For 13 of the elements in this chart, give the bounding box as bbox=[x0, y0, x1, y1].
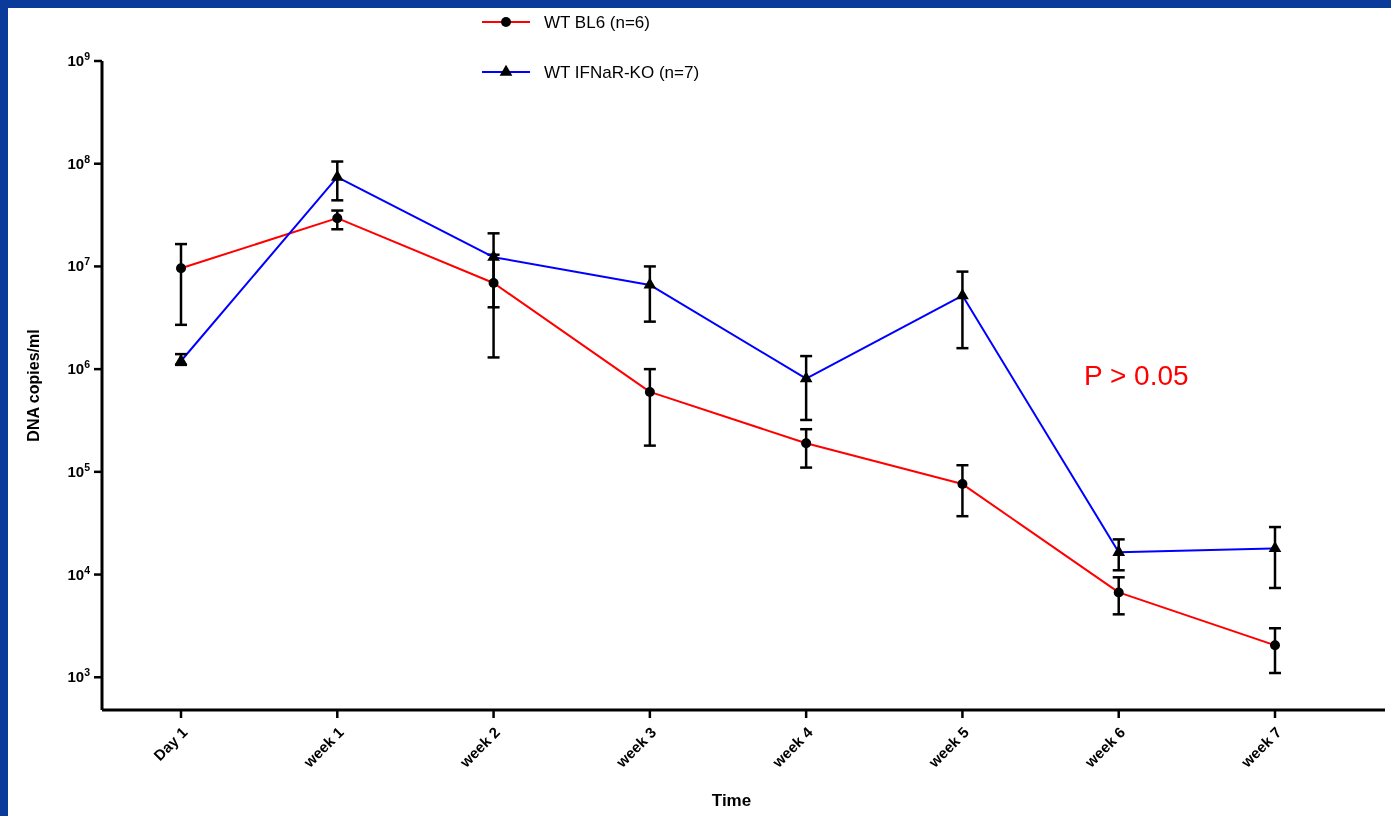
y-tick-label: 10$^{6}$ bbox=[67, 358, 91, 378]
y-tick-label: 10$^{4}$ bbox=[67, 563, 91, 583]
legend-label: WT BL6 (n=6) bbox=[544, 13, 650, 32]
x-axis-title: Time bbox=[711, 791, 752, 810]
y-tick-label: 10$^{9}$ bbox=[67, 50, 91, 69]
y-tick-label: 10$^{5}$ bbox=[67, 460, 91, 480]
y-axis-title: DNA copies/ml bbox=[25, 329, 42, 442]
y-tick-label: 10$^{8}$ bbox=[67, 152, 91, 172]
x-tick-label: Day 1 bbox=[150, 723, 191, 764]
legend-label: WT IFNaR-KO (n=7) bbox=[544, 63, 700, 82]
y-tick-label: 10$^{3}$ bbox=[67, 666, 91, 686]
y-tick-label: 10$^{7}$ bbox=[67, 255, 91, 275]
annotation: P > 0.05 bbox=[1084, 360, 1189, 391]
